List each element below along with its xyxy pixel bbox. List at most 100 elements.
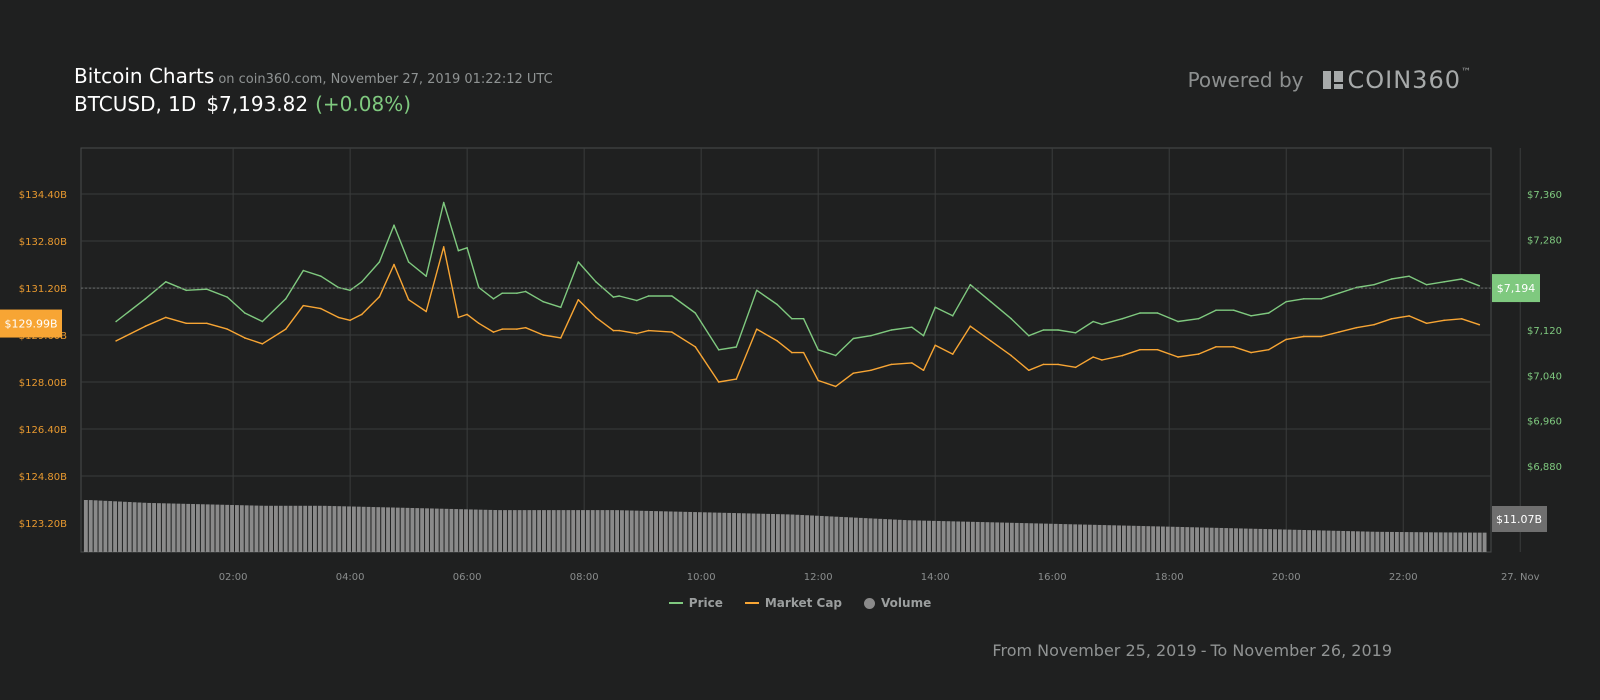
volume-bar <box>912 520 917 552</box>
legend-item-market-cap[interactable]: Market Cap <box>744 596 842 610</box>
volume-bar <box>1063 524 1068 552</box>
volume-bar <box>673 511 678 552</box>
volume-bar <box>551 510 556 552</box>
volume-bar <box>210 504 215 552</box>
volume-bar <box>654 511 659 552</box>
chart-subtitle: on coin360.com, November 27, 2019 01:22:… <box>218 72 553 87</box>
volume-bar <box>922 520 927 552</box>
volume-bar <box>624 510 629 552</box>
range-from: From November 25, 2019 <box>992 641 1197 660</box>
volume-bar <box>1307 530 1312 552</box>
volume-bar <box>127 502 132 552</box>
volume-bar <box>892 519 897 552</box>
volume-bar <box>1126 525 1131 552</box>
market-cap-line-point <box>1028 369 1030 372</box>
market-cap-line-point <box>1390 318 1393 320</box>
market-cap-line-point <box>834 385 837 388</box>
price-line-point <box>1101 323 1103 326</box>
volume-bar <box>1248 528 1253 552</box>
price-line-point <box>618 295 621 297</box>
market-cap-line-point <box>577 298 580 301</box>
market-cap-line-point <box>890 363 893 366</box>
volume-bar <box>936 520 941 552</box>
legend-item-volume[interactable]: Volume <box>864 596 931 610</box>
volume-bar <box>464 509 468 552</box>
volume-bar <box>1482 532 1487 552</box>
volume-bar <box>659 511 663 552</box>
market-cap-line-point <box>852 372 855 374</box>
volume-bar <box>171 503 176 552</box>
volume-bar <box>303 505 308 552</box>
market-cap-line-point <box>671 331 673 333</box>
price-line-point <box>577 261 580 263</box>
volume-bar <box>858 517 863 552</box>
volume-bar <box>1448 532 1453 552</box>
volume-bar <box>83 500 88 552</box>
volume-bar <box>1204 527 1209 552</box>
volume-bar <box>810 515 814 552</box>
volume-bar <box>1385 531 1390 552</box>
volume-bar <box>410 507 415 552</box>
price-line-point <box>457 249 460 252</box>
chart-title: Bitcoin Charts <box>74 64 215 88</box>
price-line-point <box>951 315 954 317</box>
market-cap-line-point <box>516 328 518 330</box>
market-cap-line-point <box>951 353 954 355</box>
volume-bar <box>668 511 673 552</box>
price-line-point <box>1156 312 1159 314</box>
volume-bar <box>1092 524 1097 552</box>
market-cap-line-point <box>618 329 621 332</box>
volume-bar <box>985 522 990 552</box>
volume-bar <box>951 521 956 552</box>
volume-bar <box>819 515 824 552</box>
x-axis-tick: 12:00 <box>804 572 833 583</box>
range-separator: - <box>1200 641 1207 660</box>
volume-tag-bg <box>1492 506 1547 532</box>
volume-bar <box>390 507 395 552</box>
volume-bar <box>600 510 605 552</box>
price-line-point <box>1028 334 1030 337</box>
left-axis-tick: $126.40B <box>19 425 67 436</box>
volume-bar <box>941 521 946 552</box>
price-line-point <box>969 283 972 286</box>
volume-bar <box>707 512 712 552</box>
volume-bar <box>1014 522 1019 552</box>
legend-item-price[interactable]: Price <box>668 596 723 610</box>
price-line-point <box>1267 312 1270 314</box>
coin360-logo[interactable]: COIN360 ™ <box>1322 66 1473 94</box>
price-line-point <box>1010 317 1013 320</box>
volume-bar <box>1141 526 1146 552</box>
volume-bar <box>1073 524 1078 552</box>
volume-bar <box>1438 532 1443 552</box>
price-line-point <box>1408 275 1410 277</box>
market-cap-line-point <box>595 316 597 319</box>
volume-bar <box>381 507 386 552</box>
volume-bar <box>196 504 200 552</box>
volume-bar <box>736 513 741 552</box>
market-cap-line-point <box>284 328 287 330</box>
volume-bar <box>766 513 771 552</box>
volume-bar <box>259 505 264 552</box>
volume-bar <box>273 505 278 552</box>
volume-bar <box>1458 532 1463 552</box>
volume-bar <box>1180 527 1185 552</box>
plot-frame <box>80 147 1492 553</box>
volume-bar <box>800 515 805 552</box>
market-cap-line-point <box>457 316 460 319</box>
price-line: BTCUSD, 1D $7,193.82 (+0.08%) <box>74 92 553 116</box>
price-line-point <box>717 349 720 351</box>
volume-bar <box>386 507 390 552</box>
left-axis-tick: $134.40B <box>19 190 67 201</box>
price-line-point <box>755 289 758 292</box>
volume-bar <box>361 506 366 552</box>
price-line-point <box>817 349 819 351</box>
volume-bar <box>888 519 892 552</box>
x-axis-tick: 18:00 <box>1155 572 1184 583</box>
volume-bar <box>727 512 732 552</box>
market-cap-line-point <box>612 329 615 332</box>
volume-bar <box>522 510 527 552</box>
volume-bar <box>702 512 707 552</box>
volume-dot-icon <box>864 597 876 609</box>
range-to: To November 26, 2019 <box>1210 641 1393 660</box>
